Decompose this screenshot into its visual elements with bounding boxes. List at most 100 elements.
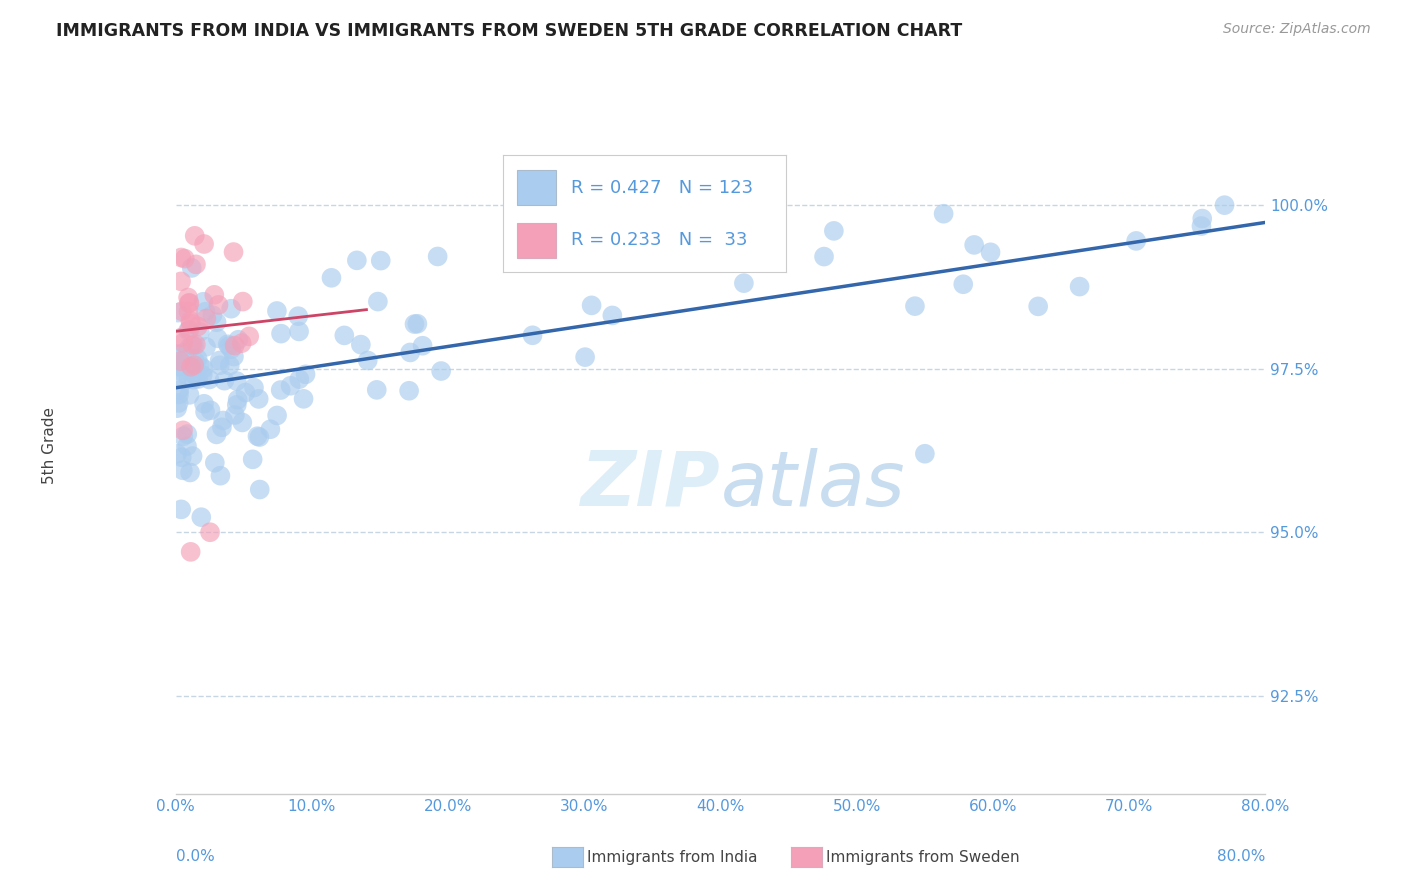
Point	[602, 309, 624, 323]
Point	[218, 359, 240, 373]
Point	[231, 416, 253, 430]
Point	[170, 450, 193, 465]
Point	[177, 324, 200, 338]
Point	[357, 353, 380, 368]
Point	[266, 304, 288, 318]
Point	[366, 383, 388, 397]
Point	[222, 245, 245, 260]
Point	[581, 298, 603, 312]
Point	[184, 368, 207, 382]
Point	[406, 317, 429, 331]
Point	[225, 398, 247, 412]
Point	[1069, 279, 1091, 293]
Point	[190, 510, 212, 524]
Point	[167, 396, 190, 410]
Point	[179, 296, 201, 310]
Point	[904, 299, 927, 313]
Point	[235, 385, 257, 400]
Point	[1213, 198, 1236, 212]
Point	[173, 252, 195, 266]
Point	[174, 357, 197, 371]
Point	[205, 315, 228, 329]
Point	[169, 364, 191, 378]
Point	[1189, 219, 1212, 233]
Point	[219, 301, 242, 316]
Point	[172, 463, 194, 477]
Point	[321, 270, 343, 285]
Point	[292, 392, 315, 406]
Point	[184, 367, 207, 381]
Point	[193, 397, 215, 411]
Point	[294, 368, 316, 382]
Point	[231, 336, 253, 351]
Point	[208, 359, 231, 373]
Point	[172, 335, 194, 350]
Point	[194, 305, 217, 319]
Point	[195, 340, 218, 354]
Point	[179, 323, 201, 337]
Point	[733, 276, 755, 290]
Point	[266, 409, 288, 423]
Text: Source: ZipAtlas.com: Source: ZipAtlas.com	[1223, 22, 1371, 37]
Point	[172, 355, 194, 369]
Point	[193, 361, 215, 376]
Point	[183, 360, 205, 375]
Point	[184, 257, 207, 271]
Point	[228, 333, 250, 347]
Point	[211, 420, 233, 434]
Point	[219, 342, 242, 356]
Point	[188, 358, 211, 372]
Point	[170, 502, 193, 516]
Point	[280, 378, 302, 392]
Point	[574, 350, 596, 364]
Point	[209, 468, 232, 483]
Point	[176, 439, 198, 453]
Point	[226, 392, 249, 407]
Point	[166, 370, 188, 384]
Text: atlas: atlas	[721, 448, 905, 522]
Point	[222, 350, 245, 364]
Point	[212, 413, 235, 427]
Point	[179, 466, 201, 480]
Point	[246, 429, 269, 443]
Point	[201, 308, 224, 322]
Point	[224, 408, 246, 422]
Point	[1026, 299, 1049, 313]
Point	[166, 447, 188, 461]
Point	[191, 368, 214, 383]
Point	[176, 427, 198, 442]
Point	[202, 288, 225, 302]
Point	[952, 277, 974, 292]
Point	[184, 354, 207, 368]
Point	[169, 354, 191, 368]
Point	[167, 383, 190, 397]
Point	[167, 305, 190, 319]
Point	[232, 294, 254, 309]
Point	[350, 337, 373, 351]
Point	[195, 311, 218, 326]
Point	[426, 250, 449, 264]
Point	[1125, 234, 1147, 248]
Point	[179, 388, 201, 402]
Point	[404, 317, 426, 331]
Point	[187, 351, 209, 366]
Point	[249, 483, 271, 497]
Point	[412, 339, 434, 353]
Point	[194, 405, 217, 419]
Text: Immigrants from Sweden: Immigrants from Sweden	[827, 850, 1019, 864]
Point	[288, 325, 311, 339]
Point	[177, 304, 200, 318]
Point	[183, 339, 205, 353]
Point	[181, 338, 204, 352]
Point	[180, 359, 202, 374]
Point	[214, 374, 236, 388]
Point	[370, 253, 392, 268]
Point	[270, 383, 292, 397]
Point	[398, 384, 420, 398]
Text: ZIP: ZIP	[581, 448, 721, 522]
Text: 5th Grade: 5th Grade	[42, 408, 56, 484]
Point	[259, 422, 281, 436]
Text: 0.0%: 0.0%	[176, 849, 215, 863]
Point	[204, 456, 226, 470]
Point	[1191, 211, 1213, 226]
